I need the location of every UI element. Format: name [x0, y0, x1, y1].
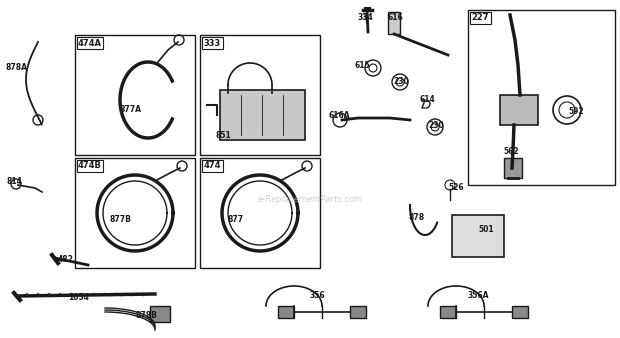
- Text: 878: 878: [409, 214, 425, 222]
- Bar: [504, 158, 522, 178]
- Bar: [200, 35, 320, 155]
- Text: 482: 482: [58, 256, 74, 265]
- Text: 877: 877: [228, 216, 244, 224]
- Bar: [512, 306, 528, 318]
- Bar: [77, 37, 103, 49]
- Bar: [452, 215, 504, 257]
- Bar: [202, 160, 223, 172]
- Text: 356: 356: [310, 291, 326, 300]
- Text: 814: 814: [6, 177, 22, 187]
- Bar: [468, 10, 615, 185]
- Text: 474B: 474B: [78, 162, 102, 170]
- Bar: [440, 306, 456, 318]
- Bar: [150, 306, 170, 322]
- Text: 614: 614: [420, 96, 436, 104]
- Bar: [220, 90, 305, 140]
- Text: 501: 501: [478, 225, 494, 235]
- Text: 592: 592: [568, 107, 583, 117]
- Text: 230: 230: [393, 77, 409, 87]
- Text: 1054: 1054: [68, 293, 89, 303]
- Text: 526: 526: [448, 184, 464, 193]
- Text: 334: 334: [358, 14, 374, 23]
- Bar: [388, 12, 400, 34]
- Text: 877A: 877A: [120, 105, 142, 115]
- Text: 474A: 474A: [78, 39, 102, 48]
- Text: 615: 615: [355, 61, 370, 70]
- Bar: [200, 158, 320, 268]
- Text: 878B: 878B: [135, 311, 157, 319]
- Text: 616: 616: [388, 14, 404, 23]
- Text: 474: 474: [204, 162, 221, 170]
- Bar: [278, 306, 294, 318]
- Bar: [470, 12, 491, 24]
- Text: 851: 851: [215, 130, 231, 140]
- Text: 333: 333: [204, 39, 221, 48]
- Text: e-ReplacementParts.com: e-ReplacementParts.com: [257, 195, 363, 204]
- Text: 616A: 616A: [329, 111, 350, 120]
- Text: 877B: 877B: [110, 216, 132, 224]
- Text: 227: 227: [472, 14, 489, 23]
- Text: 878A: 878A: [6, 64, 28, 72]
- Text: 562: 562: [503, 147, 518, 156]
- Bar: [75, 35, 195, 155]
- Bar: [75, 158, 195, 268]
- Bar: [202, 37, 223, 49]
- Bar: [500, 95, 538, 125]
- Text: 230: 230: [428, 121, 444, 129]
- Bar: [350, 306, 366, 318]
- Text: 356A: 356A: [468, 291, 490, 300]
- Bar: [77, 160, 103, 172]
